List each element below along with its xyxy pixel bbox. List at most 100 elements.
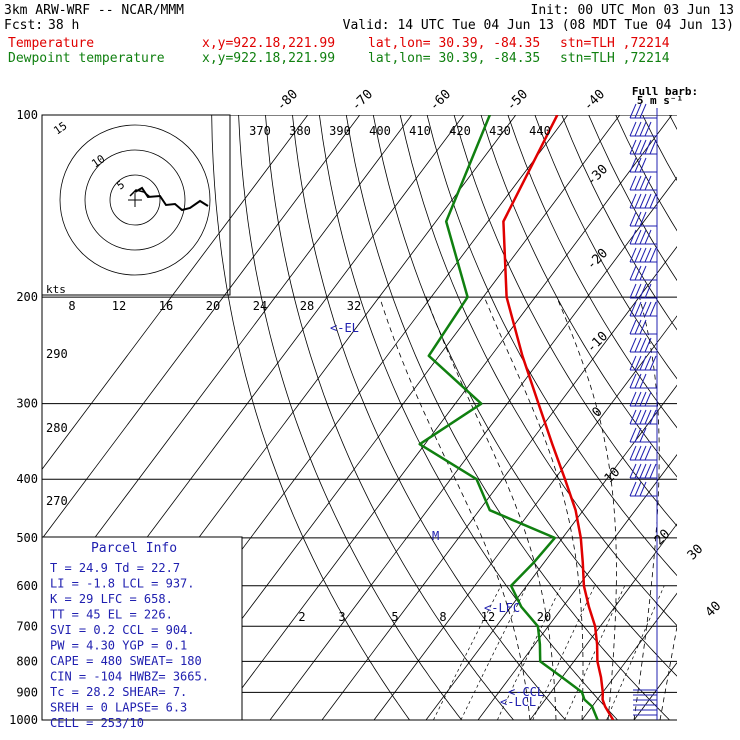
wind-barb	[634, 265, 642, 281]
mixing-ratio-line	[564, 585, 626, 720]
ccl-marker: <-CCL	[508, 685, 544, 699]
hodograph-ring-label: 5	[114, 178, 127, 192]
parcel-info-line: TT = 45 EL = 226.	[50, 608, 173, 622]
hodograph-ring	[109, 174, 161, 226]
forecast-hour: 38 h	[48, 18, 80, 33]
wind-barb	[644, 301, 652, 317]
pressure-tick-label: 700	[16, 619, 38, 633]
hodograph-ring	[59, 124, 211, 276]
wind-barb	[639, 409, 647, 425]
wind-barb	[649, 355, 657, 371]
mixing-ratio-label: 8	[439, 610, 446, 624]
dewpoint-latlon: lat,lon= 30.39, -84.35	[368, 51, 541, 66]
parcel-info-line: CIN = -104 HWBZ= 3665.	[50, 670, 209, 684]
dewpoint-station: stn=TLH ,72214	[560, 51, 670, 66]
dry-adiabat	[426, 115, 677, 577]
isotherm-line	[269, 176, 677, 720]
temperature-legend: Temperature	[8, 36, 95, 51]
dewpoint-legend: Dewpoint temperature	[8, 51, 165, 66]
wind-barb	[639, 157, 647, 173]
isotherm-right-label: 20	[652, 527, 674, 549]
wind-barb	[644, 193, 652, 209]
wind-barb	[639, 139, 647, 155]
mixing-ratio-label: 12	[481, 610, 495, 624]
theta-low-label: 270	[46, 494, 68, 508]
mixing-ratio-line	[606, 585, 665, 720]
wind-barb	[634, 373, 642, 389]
valid-time: Valid: 14 UTC Tue 04 Jun 13 (08 MDT Tue …	[342, 18, 734, 33]
wind-barb	[639, 391, 647, 407]
wind-barb	[639, 247, 647, 263]
wind-barb	[639, 211, 647, 227]
parcel-info-line: SVI = 0.2 CCL = 904.	[50, 623, 195, 637]
theta-label: 390	[329, 124, 351, 138]
isotherm-line	[373, 315, 677, 720]
wind-barb	[639, 193, 647, 209]
theta-label: 410	[409, 124, 431, 138]
isotherm-right-label: 10	[602, 465, 624, 487]
wind-barb	[644, 337, 652, 353]
wind-barb	[639, 427, 647, 443]
model-title: 3km ARW-WRF -- NCAR/MMM	[4, 3, 185, 18]
isotherm-line	[581, 592, 677, 720]
theta-label: 430	[489, 124, 511, 138]
moist-adiabat	[556, 296, 617, 720]
isotherm-line	[321, 245, 677, 720]
wind-barb	[644, 463, 652, 479]
theta-label: 420	[449, 124, 471, 138]
theta-low-label: 290	[46, 347, 68, 361]
lfc-marker: <-LFC	[484, 601, 520, 615]
dry-adiabat	[697, 115, 740, 720]
moist-adiabat	[425, 296, 557, 720]
dry-adiabat	[588, 115, 677, 282]
temperature-xy: x,y=922.18,221.99	[202, 36, 336, 51]
mixing-ratio-line	[532, 585, 596, 720]
moist-adiabat	[633, 296, 660, 720]
wind-barb	[629, 265, 637, 281]
wind-barb	[639, 337, 647, 353]
wind-barb	[629, 391, 637, 407]
wind-barbs	[629, 103, 658, 720]
dry-adiabat	[238, 115, 462, 720]
wind-barb	[634, 319, 642, 335]
parcel-info-line: LI = -1.8 LCL = 937.	[50, 577, 195, 591]
wind-barb	[639, 283, 647, 299]
theta-label: 440	[529, 124, 551, 138]
pressure-tick-label: 1000	[9, 713, 38, 727]
wind-barb	[639, 355, 647, 371]
wind-barb	[634, 247, 642, 263]
isotherm-right-label: 0	[589, 404, 605, 420]
mixing-ratio-line	[497, 585, 562, 720]
wind-barb	[639, 103, 647, 119]
wind-barb	[634, 193, 642, 209]
hodograph-speed-label: 8	[68, 299, 75, 313]
temperature-latlon: lat,lon= 30.39, -84.35	[368, 36, 541, 51]
wind-barb	[629, 355, 637, 371]
wind-barb	[634, 463, 642, 479]
wind-barb	[644, 229, 652, 245]
wind-barb	[629, 157, 637, 173]
wind-barb	[629, 139, 637, 155]
wind-barb	[634, 157, 642, 173]
mixing-ratio-label: 20	[537, 610, 551, 624]
isotherm-line	[42, 115, 361, 540]
init-time: Init: 00 UTC Mon 03 Jun 13	[530, 3, 735, 18]
wind-barb	[644, 283, 652, 299]
wind-barb	[644, 355, 652, 371]
hodograph-unit: kts	[46, 283, 66, 296]
wind-barb	[629, 193, 637, 209]
isotherm-top-label: -80	[274, 87, 301, 114]
isotherm-line	[42, 115, 413, 609]
isotherm-line	[42, 115, 309, 470]
wind-barb	[629, 427, 637, 443]
dry-adiabat	[507, 115, 677, 429]
isotherm-top-label: -40	[581, 87, 608, 114]
hodograph-ring-label: 15	[51, 119, 69, 137]
wind-barb	[644, 391, 652, 407]
mixing-ratio-label: 3	[338, 610, 345, 624]
theta-label: 380	[289, 124, 311, 138]
wind-barb	[639, 301, 647, 317]
wind-barb	[639, 463, 647, 479]
hodograph-speed-label: 24	[253, 299, 267, 313]
dry-adiabat	[669, 115, 677, 131]
